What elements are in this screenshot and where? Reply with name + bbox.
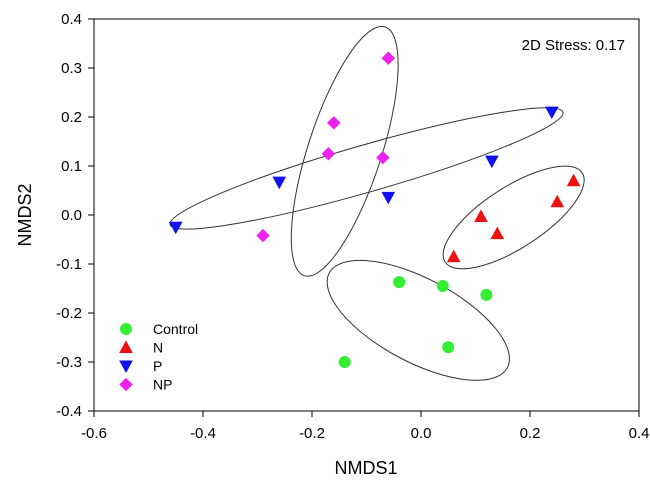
legend: Control NP NP (119, 321, 198, 393)
y-tick-label: -0.4 (56, 403, 82, 420)
point-np (327, 116, 341, 130)
point-n (550, 194, 565, 208)
axes: -0.6 -0.4 -0.2 0.0 0.2 0.4 -0.4 -0.3 -0.2 -0.1 0.0… (56, 11, 649, 442)
point-n (446, 249, 461, 263)
confidence-ellipses (169, 25, 585, 381)
y-tick-label: 0.4 (61, 11, 82, 28)
point-control (393, 276, 406, 289)
legend-marker-n (119, 340, 133, 353)
point-n (474, 209, 488, 222)
point-p (485, 155, 499, 169)
legend-label-p: P (153, 358, 162, 374)
point-control (442, 341, 455, 354)
point-control (338, 356, 351, 368)
point-p (544, 106, 559, 120)
legend-marker-np (119, 377, 133, 392)
y-tick-label: -0.1 (56, 256, 82, 273)
point-control (480, 288, 493, 301)
point-np (376, 150, 390, 165)
point-n (490, 226, 505, 240)
legend-marker-control (120, 323, 132, 335)
point-n (566, 173, 581, 187)
legend-label-n: N (153, 340, 163, 356)
y-axis-title: NMDS2 (15, 183, 35, 246)
x-tick-label: 0.2 (520, 425, 541, 442)
point-np (256, 228, 270, 243)
y-tick-label: -0.2 (56, 305, 82, 322)
y-tick-label: -0.3 (56, 354, 82, 371)
ellipse-p (169, 107, 564, 230)
plot-frame (93, 18, 640, 412)
point-np (381, 51, 396, 65)
x-tick-label: -0.4 (190, 425, 216, 442)
x-tick-label: 0.0 (411, 425, 432, 442)
y-tick-label: 0.1 (61, 158, 82, 175)
legend-label-control: Control (153, 321, 198, 337)
y-tick-label: 0.3 (61, 60, 82, 77)
x-tick-label: -0.6 (81, 425, 107, 442)
ellipse-n (442, 165, 585, 270)
legend-marker-p (119, 360, 133, 374)
point-p (168, 221, 183, 235)
x-tick-label: 0.4 (629, 425, 650, 442)
point-p (272, 176, 287, 190)
stress-annotation: 2D Stress: 0.17 (522, 37, 625, 54)
legend-label-np: NP (153, 377, 172, 393)
ellipse-np (290, 25, 399, 277)
x-tick-label: -0.2 (299, 425, 325, 442)
x-axis-title: NMDS1 (334, 458, 397, 478)
point-control (436, 280, 449, 293)
data-points (168, 51, 581, 368)
y-tick-label: 0.0 (61, 207, 82, 224)
y-tick-label: 0.2 (61, 109, 82, 126)
point-np (321, 147, 336, 161)
point-p (381, 191, 396, 205)
